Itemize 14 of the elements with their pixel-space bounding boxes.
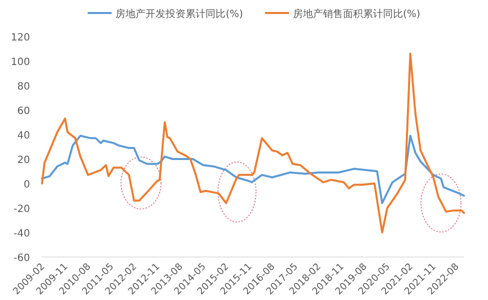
y-tick-label: -40 bbox=[14, 228, 30, 240]
y-tick-label: 100 bbox=[10, 57, 30, 68]
y-tick-label: 40 bbox=[17, 130, 30, 142]
y-tick-label: -60 bbox=[14, 253, 30, 264]
line-series bbox=[41, 52, 465, 234]
legend-label: 房地产销售面积累计同比(%) bbox=[293, 8, 420, 20]
line-series bbox=[41, 134, 465, 204]
y-tick-label: 20 bbox=[17, 155, 30, 166]
legend-label: 房地产开发投资累计同比(%) bbox=[116, 8, 244, 20]
y-tick-label: 60 bbox=[17, 106, 30, 117]
y-tick-label: -20 bbox=[14, 204, 30, 215]
y-tick-label: 0 bbox=[24, 180, 30, 190]
y-tick-label: 80 bbox=[17, 82, 30, 92]
y-tick-label: 120 bbox=[10, 32, 30, 44]
